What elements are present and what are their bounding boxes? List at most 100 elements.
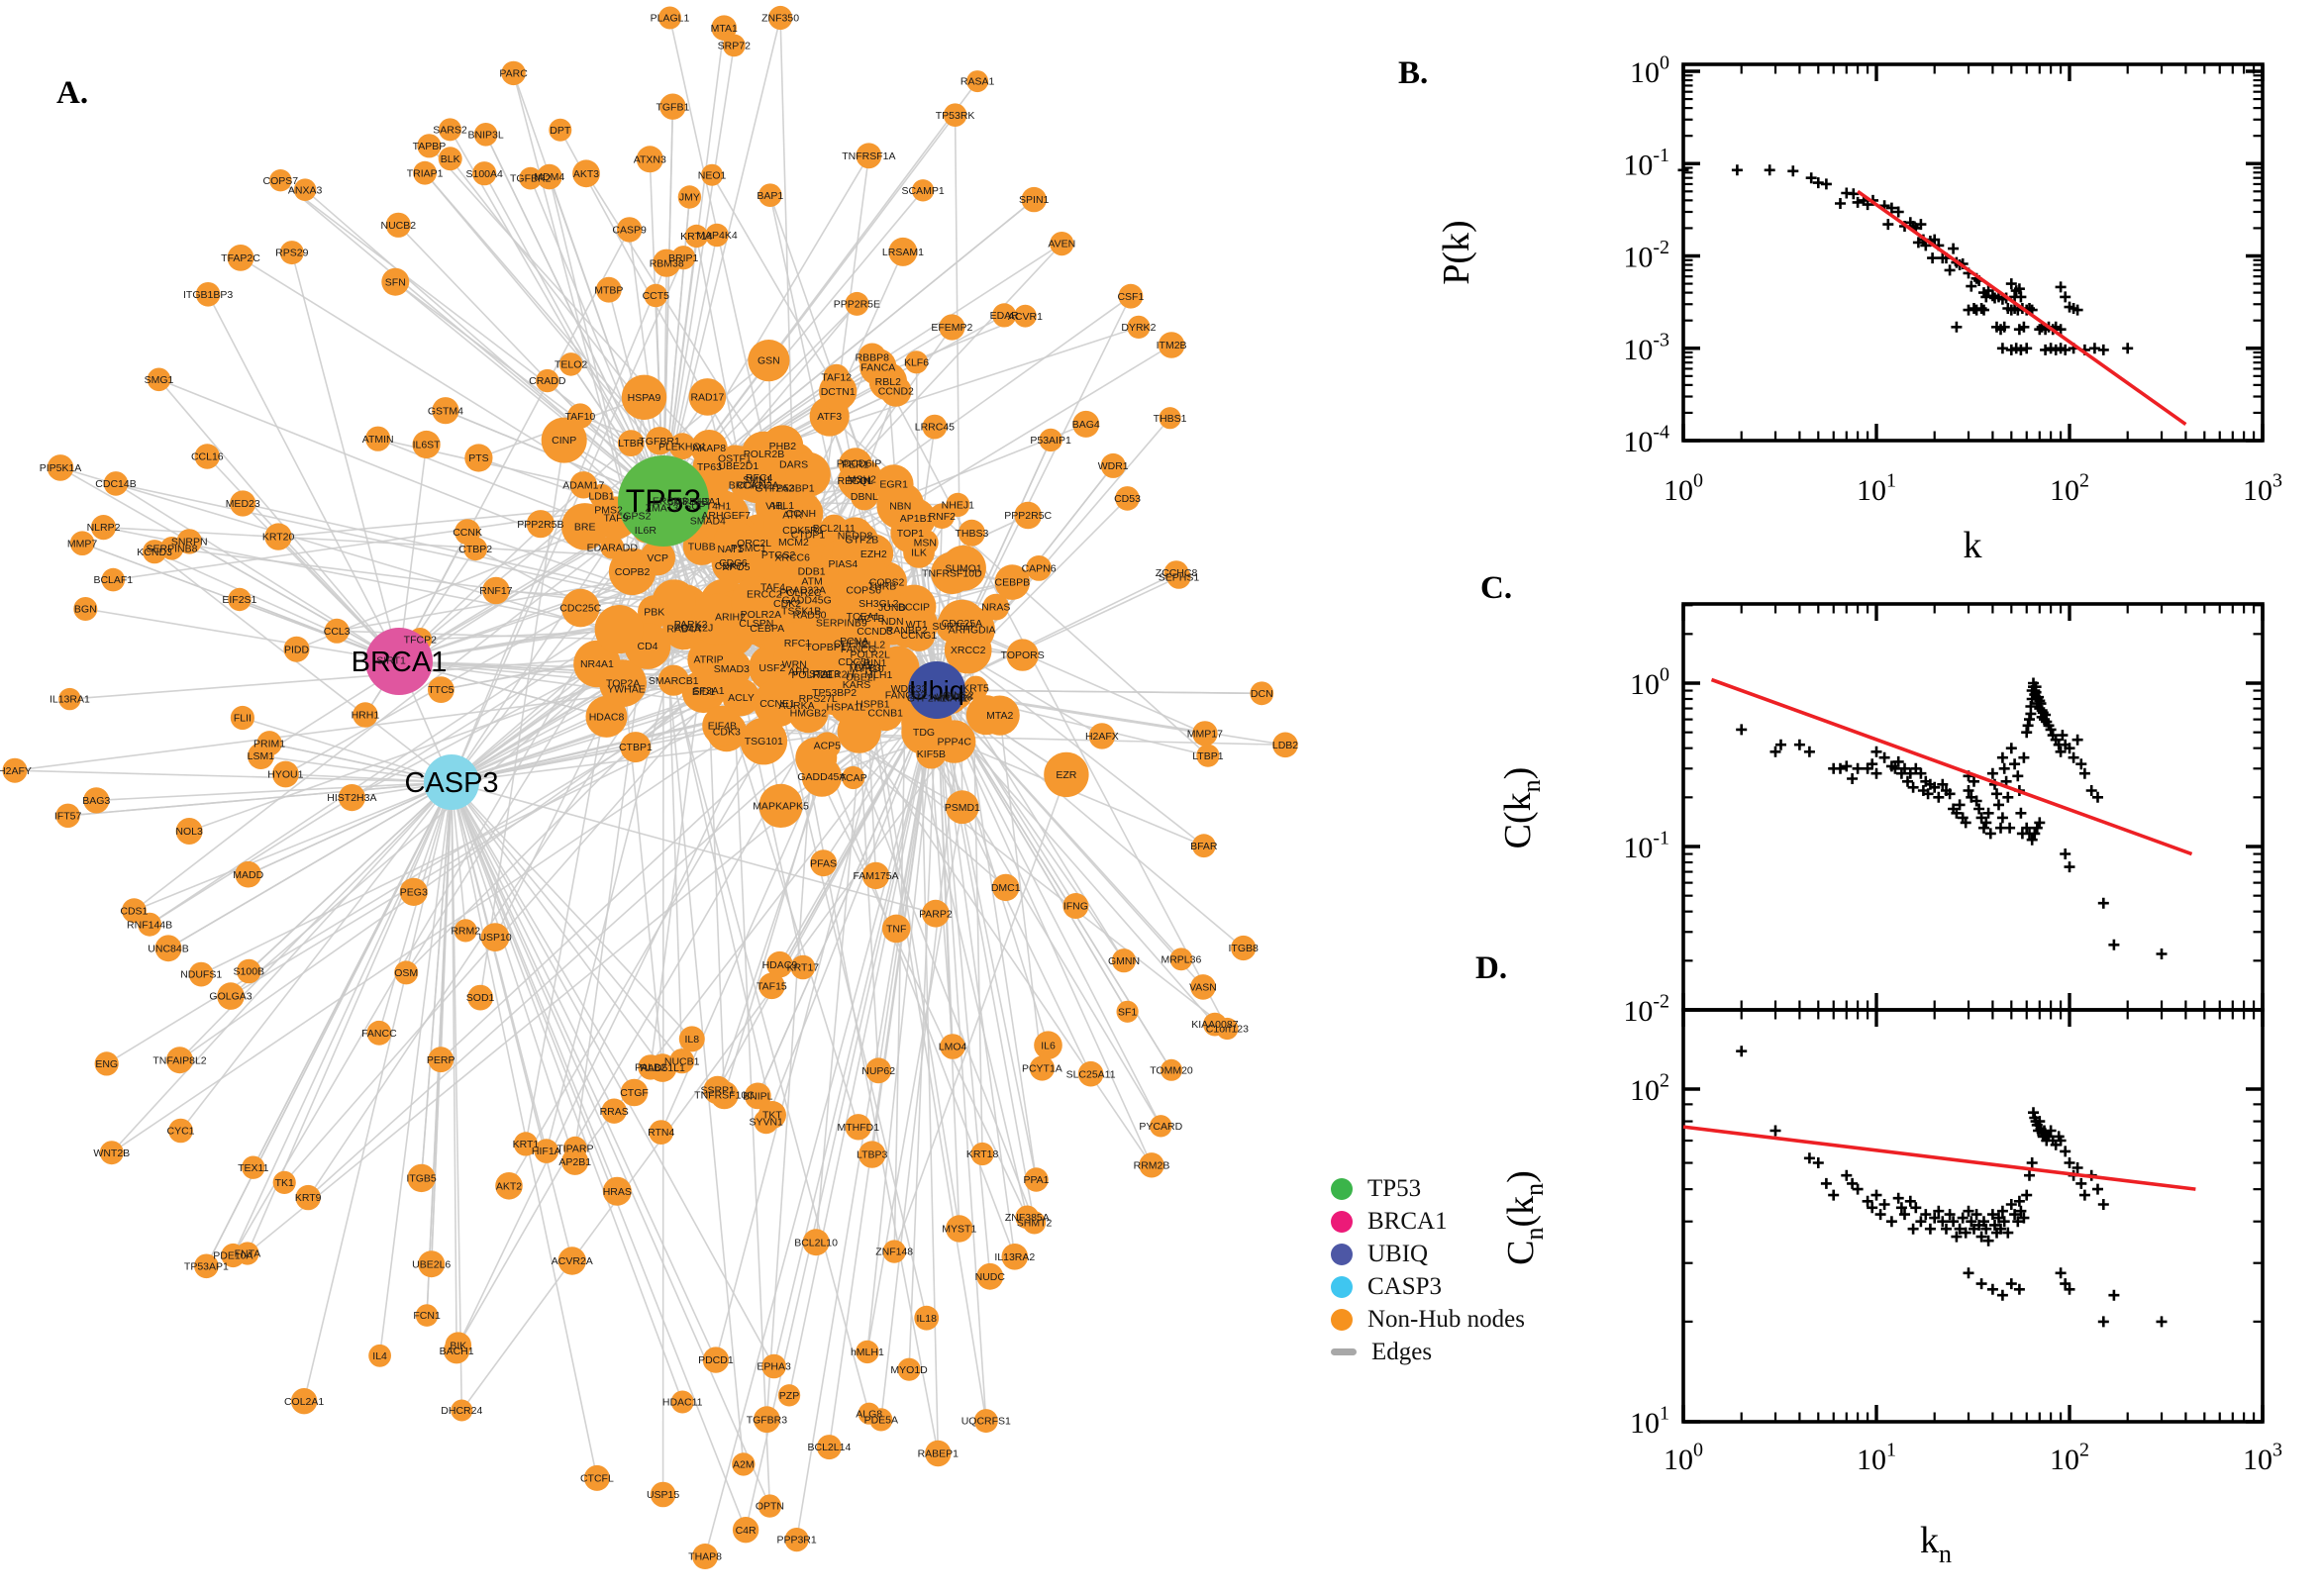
node-label: KARS (843, 679, 871, 691)
network-node (688, 378, 727, 416)
node-label: CLSPN (739, 618, 773, 630)
node-label: UBE2L6 (412, 1258, 451, 1270)
network-node (925, 1440, 952, 1467)
node-label: THAP8 (688, 1551, 722, 1563)
network-node (58, 687, 81, 711)
node-label: POLR2J (674, 623, 714, 635)
node-label: KRT20 (262, 532, 295, 544)
node-label: CCNB1 (867, 708, 903, 720)
network-node (636, 146, 663, 173)
network-node (692, 1544, 719, 1569)
network-node (73, 597, 98, 621)
node-label: KRT9 (295, 1192, 322, 1204)
node-label: TGFB1 (656, 101, 689, 113)
network-node (1196, 744, 1220, 767)
network-edge (936, 689, 1153, 1166)
node-label: EGR1 (879, 479, 908, 491)
node-label: KCND3 (137, 547, 172, 558)
node-label: CDC25C (559, 603, 601, 615)
node-label: RBM38 (650, 257, 684, 269)
node-label: RAD17 (690, 392, 724, 404)
node-label: RFC4 (746, 472, 773, 484)
network-node (678, 1026, 705, 1052)
network-edge (936, 689, 991, 1277)
node-label: MED23 (226, 498, 260, 510)
network-node (966, 70, 989, 93)
node-label: H2AFY (0, 765, 32, 777)
node-label: IL6 (1041, 1040, 1056, 1051)
node-label: GMNN (1108, 955, 1140, 967)
network-node (242, 1155, 265, 1179)
node-label: WDR18 (937, 691, 973, 703)
node-label: RNF144B (127, 919, 172, 931)
network-node (1077, 1060, 1104, 1087)
network-node (795, 737, 838, 779)
network-node (602, 1176, 632, 1206)
node-label: PARK2 (674, 619, 708, 631)
network-node (703, 1075, 732, 1105)
node-label: ACP5 (814, 741, 842, 752)
node-label: APP (788, 665, 809, 677)
network-node (941, 545, 986, 591)
node-label: HRH1 (352, 710, 380, 722)
node-label: DCN (1251, 688, 1273, 700)
network-node (669, 1048, 695, 1074)
node-label: RASA1 (960, 76, 995, 88)
network-node (754, 1406, 780, 1434)
node-label: SHMT2 (1017, 1218, 1053, 1230)
scatter-points (1736, 677, 2168, 959)
network-node (1014, 304, 1037, 328)
node-label: CEBPA (750, 623, 784, 635)
node-label: RANBP2 (886, 625, 928, 637)
network-edge (179, 781, 453, 1132)
axis-title: Cn​(kn​) (1500, 1170, 1549, 1265)
node-label: FANCA (860, 361, 895, 373)
node-label: AKT2 (496, 1180, 522, 1192)
network-node (412, 430, 441, 459)
network-node (451, 1399, 473, 1422)
node-label: MMP17 (1187, 729, 1223, 741)
network-node (283, 636, 310, 662)
network-node (859, 349, 897, 386)
network-edge (451, 781, 747, 1531)
network-node (845, 1114, 871, 1141)
node-label: CDK7 (715, 560, 743, 572)
node-label: CCNK (453, 527, 482, 539)
node-label: RPS27L (799, 693, 838, 705)
network-node (976, 1262, 1004, 1290)
network-node (599, 659, 647, 707)
network-node (495, 1172, 523, 1200)
node-label: PDCD6IP (837, 458, 882, 470)
legend-item-nonhub: Non-Hub nodes (1331, 1303, 1525, 1336)
network-edge (936, 689, 1182, 960)
node-label: CDC14B (95, 478, 136, 490)
node-label: TGFBR1 (639, 436, 680, 448)
network-node (385, 212, 411, 238)
node-label: HDAC8 (589, 712, 625, 724)
node-label: S100B (234, 966, 265, 978)
network-node (889, 613, 925, 648)
network-node (802, 1229, 830, 1256)
node-label: THBS3 (955, 528, 988, 540)
node-label: EID1 (692, 686, 716, 698)
network-nodes (2, 5, 1298, 1569)
network-node (839, 458, 882, 502)
network-node (963, 675, 988, 701)
network-node (415, 1304, 439, 1327)
node-label: TEX11 (238, 1162, 268, 1174)
node-label: USP10 (478, 932, 511, 944)
network-node (929, 503, 956, 529)
network-node (279, 241, 304, 265)
node-label: WDR1 (1098, 460, 1129, 472)
node-label: LMO4 (939, 1042, 967, 1053)
network-node (713, 521, 758, 566)
node-label: ATRIP (694, 654, 724, 666)
network-node (796, 625, 848, 676)
network-node (845, 291, 869, 316)
network-node (922, 899, 950, 928)
node-label: IL8 (684, 1034, 699, 1046)
node-label: MCM2 (778, 537, 809, 549)
network-node (549, 118, 572, 142)
network-node (649, 1120, 674, 1145)
